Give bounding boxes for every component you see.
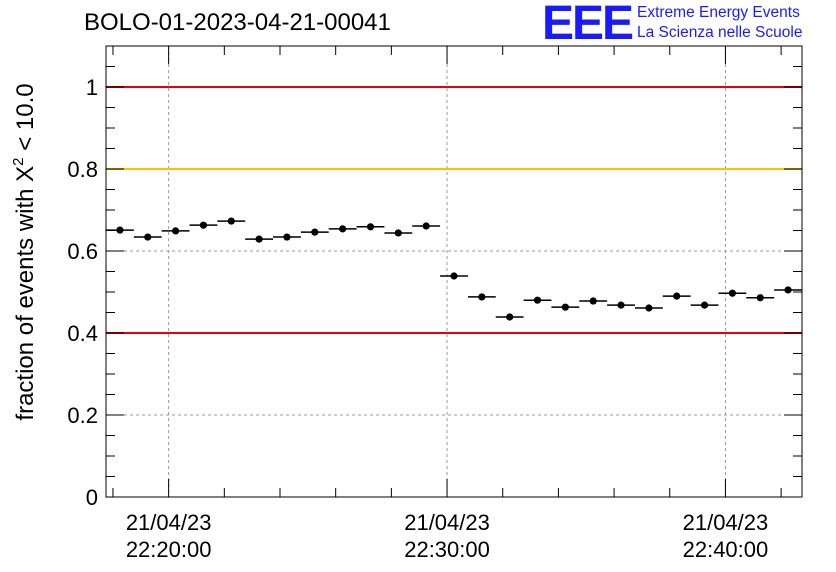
point-marker — [394, 229, 402, 237]
y-tick-label: 0.2 — [67, 403, 98, 428]
y-tick-label: 0.4 — [67, 321, 98, 346]
logo-caption-line-1: Extreme Energy Events — [637, 4, 800, 21]
data-point — [495, 313, 524, 321]
point-marker — [450, 272, 458, 280]
data-point — [662, 292, 691, 300]
data-point — [245, 235, 274, 243]
axis-ticks — [106, 45, 802, 498]
data-point — [774, 286, 802, 294]
point-marker — [144, 233, 152, 241]
data-point — [273, 233, 301, 241]
point-marker — [506, 313, 514, 321]
data-point — [133, 233, 162, 241]
tick-labels: 00.20.40.60.8121/04/2322:20:0021/04/2322… — [67, 75, 768, 562]
point-marker — [561, 303, 569, 311]
point-marker — [116, 226, 124, 234]
logo-caption-line-2: La Scienza nelle Scuole — [637, 24, 803, 41]
point-marker — [255, 235, 263, 243]
point-marker — [478, 293, 486, 301]
data-point — [607, 301, 635, 309]
data-point — [551, 303, 580, 311]
x-tick-time-label: 22:30:00 — [404, 537, 490, 562]
point-marker — [199, 221, 208, 229]
point-marker — [700, 301, 709, 309]
point-marker — [366, 223, 375, 231]
point-marker — [617, 301, 625, 309]
data-point — [690, 301, 719, 309]
data-point — [412, 222, 441, 230]
data-point — [718, 289, 747, 297]
x-tick-date-label: 21/04/23 — [126, 510, 212, 535]
data-point — [579, 297, 608, 305]
reference-lines — [106, 86, 802, 334]
x-tick-date-label: 21/04/23 — [683, 510, 769, 535]
point-marker — [172, 227, 180, 235]
x-tick-date-label: 21/04/23 — [404, 510, 490, 535]
eee-logo: EEE — [542, 0, 634, 50]
chart-title: BOLO-01-2023-04-21-00041 — [84, 9, 391, 36]
y-tick-label: 0 — [86, 485, 98, 510]
y-tick-label: 0.6 — [67, 239, 98, 264]
plot-frame — [105, 45, 803, 498]
point-marker — [422, 222, 430, 230]
y-axis-title-symbol: X — [12, 166, 39, 182]
y-axis-title-superscript: 2 — [10, 157, 27, 165]
point-marker — [283, 233, 291, 241]
data-point — [384, 229, 413, 237]
point-marker — [227, 217, 235, 225]
data-point — [356, 223, 385, 231]
data-points — [106, 217, 802, 321]
y-tick-label: 1 — [86, 75, 98, 100]
point-marker — [311, 228, 319, 236]
y-tick-label: 0.8 — [67, 157, 98, 182]
x-tick-time-label: 22:40:00 — [683, 537, 769, 562]
data-point — [523, 296, 552, 304]
data-point — [746, 294, 775, 302]
data-point — [328, 225, 357, 233]
data-point — [440, 272, 468, 280]
x-tick-time-label: 22:20:00 — [126, 537, 212, 562]
point-marker — [589, 297, 597, 305]
point-marker — [533, 296, 542, 304]
data-point — [300, 228, 329, 236]
point-marker — [784, 286, 792, 294]
point-marker — [339, 225, 347, 233]
point-marker — [673, 292, 681, 300]
y-axis-title-suffix: < 10.0 — [12, 83, 39, 157]
data-point — [161, 227, 190, 235]
y-axis-title: fraction of events with X2 < 10.0 — [10, 83, 39, 420]
grid-lines — [106, 46, 802, 498]
data-point — [634, 304, 663, 312]
point-marker — [728, 289, 737, 297]
data-point — [189, 221, 218, 229]
data-point — [217, 217, 246, 225]
point-marker — [645, 304, 653, 312]
y-axis-title-prefix: fraction of events with — [12, 182, 39, 421]
point-marker — [756, 294, 764, 302]
data-point — [467, 293, 496, 301]
logo-caption: Extreme Energy Events La Scienza nelle S… — [637, 3, 802, 43]
